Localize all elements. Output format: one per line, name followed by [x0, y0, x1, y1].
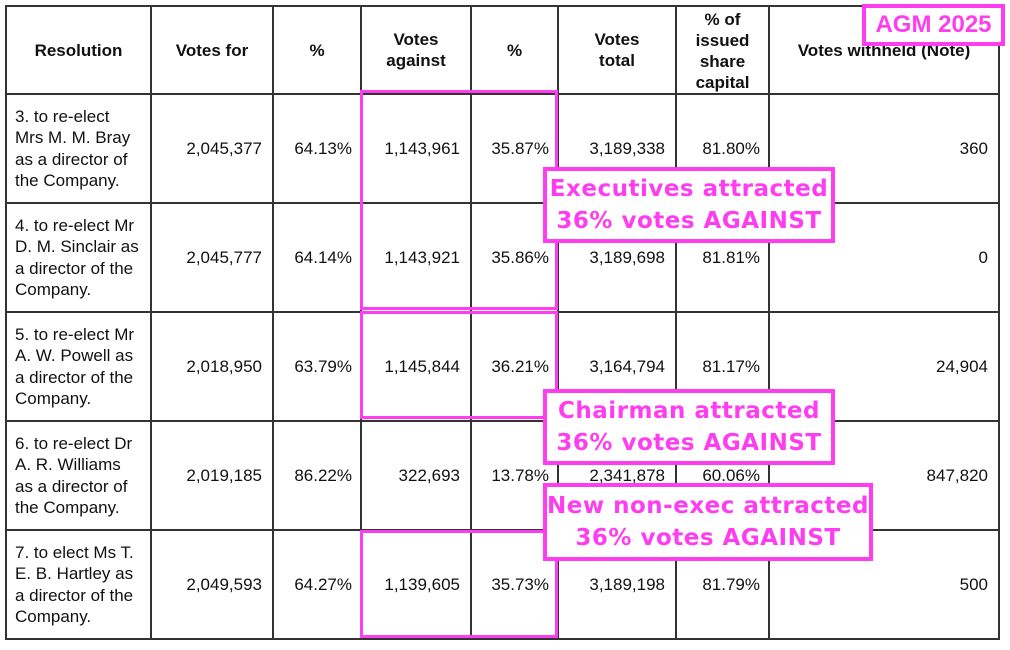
cell-resolution: 4. to re-elect Mr D. M. Sinclair as a di… — [5, 202, 152, 313]
nonexec-callout: New non-exec attracted 36% votes AGAINST — [543, 483, 873, 561]
cell-pct-for: 63.79% — [272, 311, 362, 422]
header-pct-against: % — [470, 5, 559, 95]
callout-line: 36% votes AGAINST — [556, 430, 822, 456]
agm-label: AGM 2025 — [862, 4, 1005, 46]
cell-votes-against: 1,143,921 — [360, 202, 472, 313]
header-row: Resolution Votes for % Votes against % V… — [5, 5, 1000, 95]
executives-callout: Executives attracted 36% votes AGAINST — [543, 167, 835, 243]
callout-line: New non-exec attracted — [547, 493, 869, 519]
highlight-executives — [360, 90, 558, 310]
cell-resolution: 3. to re-elect Mrs M. M. Bray as a direc… — [5, 93, 152, 204]
cell-withheld: 360 — [768, 93, 1000, 204]
cell-votes-for: 2,049,593 — [150, 529, 274, 640]
cell-pct-against: 35.87% — [470, 93, 559, 204]
cell-pct-for: 64.27% — [272, 529, 362, 640]
cell-votes-against: 1,143,961 — [360, 93, 472, 204]
header-resolution: Resolution — [5, 5, 152, 95]
header-pct-capital: % of issued share capital — [675, 5, 770, 95]
header-votes-total: Votes total — [557, 5, 677, 95]
cell-pct-for: 86.22% — [272, 420, 362, 531]
header-votes-against: Votes against — [360, 5, 472, 95]
highlight-nonexec — [360, 530, 558, 638]
cell-resolution: 7. to elect Ms T. E. B. Hartley as a dir… — [5, 529, 152, 640]
header-votes-for: Votes for — [150, 5, 274, 95]
cell-resolution: 5. to re-elect Mr A. W. Powell as a dire… — [5, 311, 152, 422]
cell-resolution: 6. to re-elect Dr A. R. Williams as a di… — [5, 420, 152, 531]
cell-votes-against: 1,145,844 — [360, 311, 472, 422]
cell-votes-for: 2,018,950 — [150, 311, 274, 422]
highlight-chairman — [360, 311, 558, 419]
cell-pct-for: 64.13% — [272, 93, 362, 204]
cell-votes-for: 2,045,377 — [150, 93, 274, 204]
callout-line: 36% votes AGAINST — [575, 525, 841, 551]
chairman-callout: Chairman attracted 36% votes AGAINST — [543, 389, 835, 465]
cell-withheld: 0 — [768, 202, 1000, 313]
callout-line: Chairman attracted — [558, 398, 820, 424]
header-pct-for: % — [272, 5, 362, 95]
cell-pct-for: 64.14% — [272, 202, 362, 313]
cell-votes-against: 322,693 — [360, 420, 472, 531]
callout-line: 36% votes AGAINST — [556, 208, 822, 234]
table-row: 5. to re-elect Mr A. W. Powell as a dire… — [5, 311, 1000, 422]
callout-line: Executives attracted — [549, 176, 829, 202]
cell-votes-for: 2,045,777 — [150, 202, 274, 313]
cell-votes-for: 2,019,185 — [150, 420, 274, 531]
cell-votes-against: 1,139,605 — [360, 529, 472, 640]
